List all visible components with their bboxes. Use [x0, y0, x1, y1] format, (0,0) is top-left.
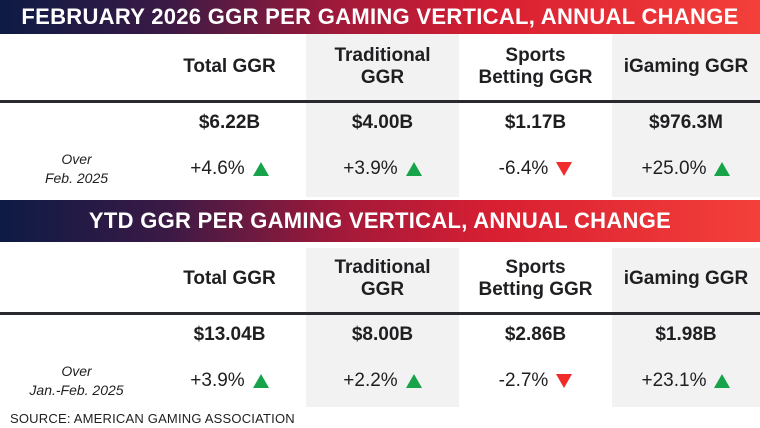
- change-traditional-ggr: +2.2%: [306, 358, 459, 404]
- triangle-down-icon: [556, 162, 573, 176]
- change-total-ggr: +4.6%: [153, 146, 306, 192]
- section-2-title-banner: YTD GGR PER GAMING VERTICAL, ANNUAL CHAN…: [0, 200, 760, 242]
- header-traditional-ggr: Traditional GGR: [334, 45, 431, 88]
- triangle-up-icon: [714, 162, 731, 176]
- change-total-ggr: +3.9%: [153, 358, 306, 404]
- value-igaming-ggr: $976.3M: [649, 112, 723, 133]
- value-igaming-ggr: $1.98B: [655, 324, 717, 345]
- grey-column-igaming: [612, 248, 760, 407]
- triangle-down-icon: [556, 374, 573, 388]
- triangle-up-icon: [405, 374, 422, 388]
- triangle-up-icon: [405, 162, 422, 176]
- change-sports-betting-ggr: -6.4%: [459, 146, 612, 192]
- grey-column-traditional: [306, 248, 459, 407]
- header-divider: [0, 312, 760, 315]
- header-igaming-ggr: iGaming GGR: [623, 56, 749, 77]
- section-1-title: FEBRUARY 2026 GGR PER GAMING VERTICAL, A…: [21, 4, 739, 29]
- grey-column-traditional: [306, 34, 459, 197]
- change-sports-betting-ggr: -2.7%: [459, 358, 612, 404]
- header-sports-betting-ggr: Sports Betting GGR: [478, 45, 593, 88]
- change-igaming-ggr: +23.1%: [612, 358, 760, 404]
- header-sports-betting-ggr: Sports Betting GGR: [478, 257, 593, 300]
- triangle-up-icon: [714, 374, 731, 388]
- triangle-up-icon: [252, 374, 269, 388]
- grey-column-igaming: [612, 34, 760, 197]
- value-sports-betting-ggr: $2.86B: [504, 324, 567, 345]
- value-sports-betting-ggr: $1.17B: [504, 112, 567, 133]
- value-total-ggr: $13.04B: [193, 324, 266, 345]
- header-divider: [0, 100, 760, 103]
- row-label-change: Over Jan.-Feb. 2025: [29, 363, 124, 398]
- header-total-ggr: Total GGR: [183, 56, 276, 77]
- header-igaming-ggr: iGaming GGR: [623, 268, 749, 289]
- section-2-title: YTD GGR PER GAMING VERTICAL, ANNUAL CHAN…: [88, 208, 672, 233]
- header-traditional-ggr: Traditional GGR: [334, 257, 431, 300]
- value-total-ggr: $6.22B: [198, 112, 261, 133]
- section-1-table: Total GGR Traditional GGR Sports Betting…: [0, 34, 760, 197]
- section-2-table: Total GGR Traditional GGR Sports Betting…: [0, 242, 760, 407]
- header-total-ggr: Total GGR: [183, 268, 276, 289]
- source-credit: SOURCE: AMERICAN GAMING ASSOCIATION: [10, 411, 295, 426]
- value-traditional-ggr: $4.00B: [351, 112, 414, 133]
- change-traditional-ggr: +3.9%: [306, 146, 459, 192]
- row-label-change: Over Feb. 2025: [44, 151, 109, 186]
- section-1-title-banner: FEBRUARY 2026 GGR PER GAMING VERTICAL, A…: [0, 0, 760, 34]
- change-igaming-ggr: +25.0%: [612, 146, 760, 192]
- value-traditional-ggr: $8.00B: [351, 324, 414, 345]
- triangle-up-icon: [252, 162, 269, 176]
